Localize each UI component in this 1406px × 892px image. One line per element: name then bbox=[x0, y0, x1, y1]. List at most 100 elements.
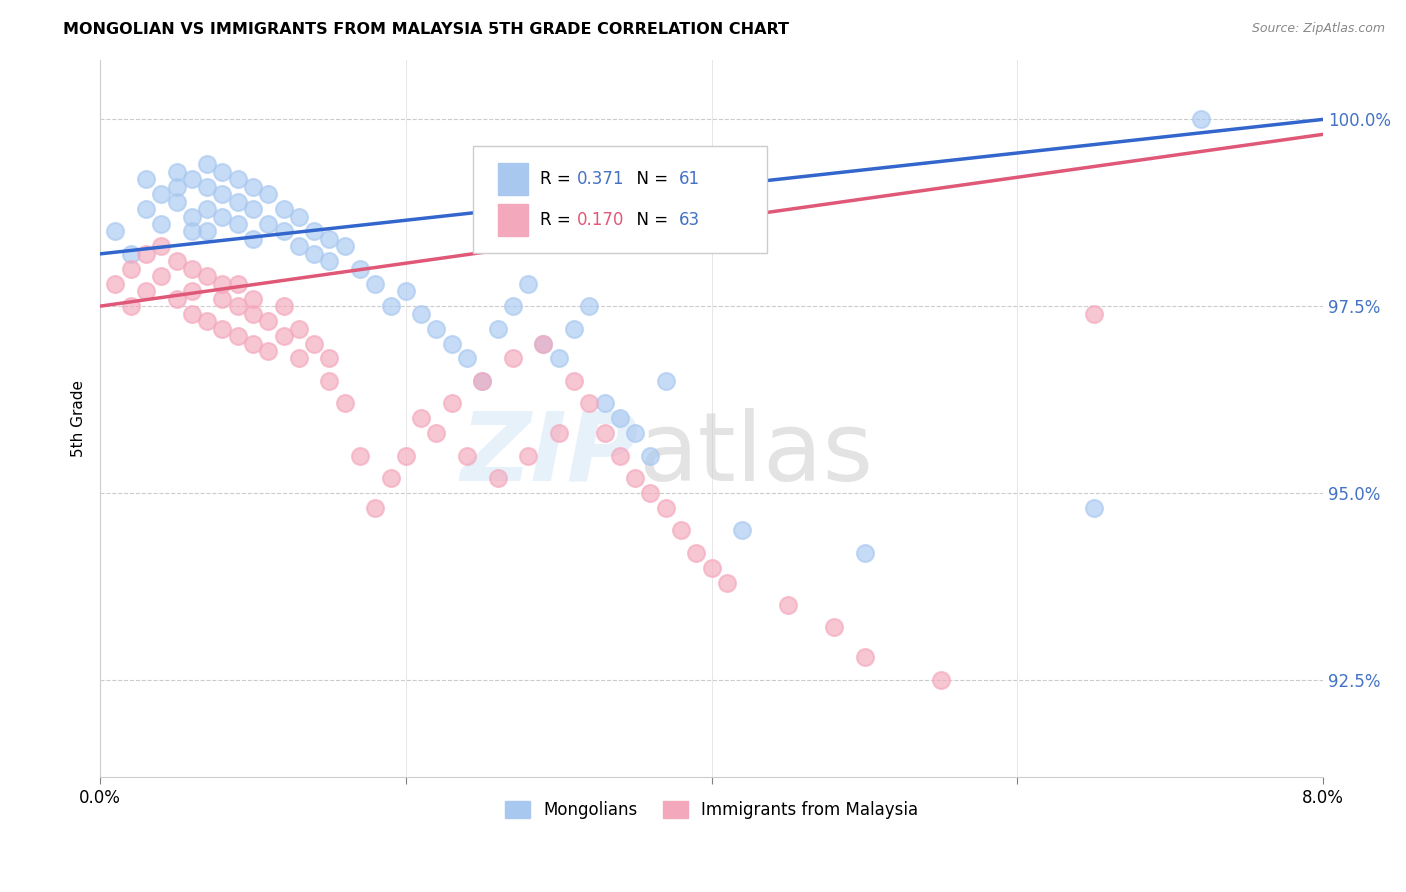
Point bbox=[349, 261, 371, 276]
Point bbox=[853, 546, 876, 560]
Point bbox=[120, 299, 142, 313]
Point bbox=[655, 500, 678, 515]
Point bbox=[288, 321, 311, 335]
Point bbox=[104, 277, 127, 291]
Point bbox=[562, 321, 585, 335]
Point bbox=[211, 292, 233, 306]
Point bbox=[929, 673, 952, 687]
Point bbox=[318, 374, 340, 388]
Text: R =: R = bbox=[540, 170, 576, 188]
Point bbox=[456, 351, 478, 366]
Point bbox=[640, 486, 662, 500]
Point bbox=[364, 277, 387, 291]
Point bbox=[640, 449, 662, 463]
Point bbox=[135, 172, 157, 186]
Point bbox=[288, 351, 311, 366]
Point bbox=[471, 374, 494, 388]
Point bbox=[669, 524, 692, 538]
Point bbox=[166, 179, 188, 194]
Point bbox=[273, 299, 295, 313]
Point bbox=[380, 471, 402, 485]
Y-axis label: 5th Grade: 5th Grade bbox=[72, 380, 86, 457]
Point bbox=[302, 247, 325, 261]
Point bbox=[150, 239, 173, 253]
Point bbox=[593, 426, 616, 441]
Point bbox=[180, 210, 202, 224]
Point bbox=[150, 187, 173, 202]
Point bbox=[318, 232, 340, 246]
Point bbox=[333, 239, 356, 253]
FancyBboxPatch shape bbox=[498, 163, 529, 195]
Point bbox=[242, 232, 264, 246]
Point bbox=[135, 284, 157, 298]
Point bbox=[226, 277, 249, 291]
Point bbox=[349, 449, 371, 463]
Text: N =: N = bbox=[626, 170, 673, 188]
Point bbox=[211, 277, 233, 291]
Point bbox=[517, 277, 540, 291]
Point bbox=[226, 329, 249, 343]
Point bbox=[853, 650, 876, 665]
Point bbox=[502, 299, 524, 313]
Point bbox=[1083, 500, 1105, 515]
Point bbox=[486, 321, 509, 335]
Point bbox=[195, 179, 218, 194]
Text: N =: N = bbox=[626, 211, 673, 229]
Point bbox=[180, 261, 202, 276]
Point bbox=[609, 449, 631, 463]
Point bbox=[166, 164, 188, 178]
Point bbox=[257, 187, 280, 202]
Point bbox=[120, 261, 142, 276]
Point bbox=[533, 336, 555, 351]
Point bbox=[624, 426, 647, 441]
Text: 63: 63 bbox=[679, 211, 700, 229]
Point bbox=[166, 254, 188, 268]
Point bbox=[120, 247, 142, 261]
Point bbox=[778, 598, 800, 612]
Point bbox=[823, 620, 845, 634]
Point bbox=[302, 224, 325, 238]
Point bbox=[257, 343, 280, 358]
Point bbox=[578, 299, 600, 313]
Point bbox=[380, 299, 402, 313]
Point bbox=[211, 187, 233, 202]
Point bbox=[502, 351, 524, 366]
Point bbox=[195, 157, 218, 171]
Point bbox=[226, 299, 249, 313]
FancyBboxPatch shape bbox=[498, 204, 529, 236]
Point bbox=[440, 396, 463, 410]
Text: ZIP: ZIP bbox=[460, 408, 638, 500]
Point bbox=[273, 202, 295, 216]
Point bbox=[211, 321, 233, 335]
Point bbox=[302, 336, 325, 351]
Point bbox=[166, 194, 188, 209]
Point bbox=[318, 254, 340, 268]
Point bbox=[288, 210, 311, 224]
Point bbox=[547, 426, 569, 441]
Point bbox=[242, 202, 264, 216]
Point bbox=[288, 239, 311, 253]
Point bbox=[411, 307, 433, 321]
Point bbox=[440, 336, 463, 351]
Point bbox=[242, 336, 264, 351]
Point bbox=[655, 374, 678, 388]
Point bbox=[700, 560, 723, 574]
Point bbox=[547, 351, 569, 366]
Point bbox=[226, 217, 249, 231]
Point bbox=[273, 224, 295, 238]
Text: 61: 61 bbox=[679, 170, 700, 188]
Point bbox=[609, 411, 631, 425]
Point bbox=[211, 164, 233, 178]
Point bbox=[226, 194, 249, 209]
Point bbox=[1189, 112, 1212, 127]
Point bbox=[273, 329, 295, 343]
Text: 0.371: 0.371 bbox=[576, 170, 624, 188]
Point bbox=[364, 500, 387, 515]
Point bbox=[180, 284, 202, 298]
Point bbox=[1083, 307, 1105, 321]
Point bbox=[180, 172, 202, 186]
Point bbox=[180, 224, 202, 238]
Point bbox=[166, 292, 188, 306]
Point bbox=[318, 351, 340, 366]
Point bbox=[517, 449, 540, 463]
